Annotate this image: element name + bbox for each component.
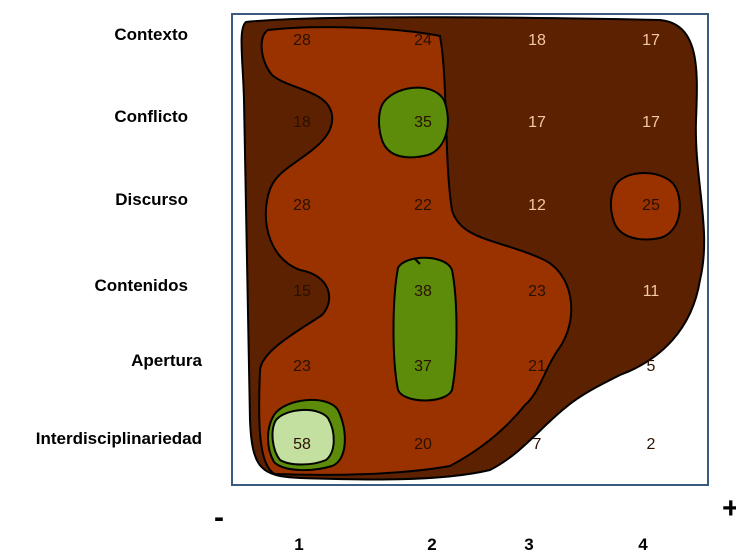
cell-value-r4-c0: 23 [293, 358, 311, 375]
region-orange-discurso [610, 172, 681, 241]
cell-value-r0-c2: 18 [528, 32, 546, 49]
region-light-green [271, 409, 335, 466]
cell-value-r3-c3: 11 [643, 283, 660, 300]
cell-value-r1-c1: 35 [414, 114, 432, 131]
column-labels: 1 2 3 4 [294, 535, 648, 554]
cell-value-r3-c0: 15 [293, 283, 311, 300]
region-green-conflicto [378, 86, 449, 159]
cell-value-r4-c3: 5 [647, 358, 656, 375]
cell-value-r4-c2: 21 [528, 358, 546, 375]
row-label-5: Interdisciplinariedad [36, 429, 202, 448]
cell-value-r3-c2: 23 [528, 283, 546, 300]
region-orange-brown [258, 26, 573, 476]
cell-value-r5-c2: 7 [533, 436, 542, 453]
cell-value-r2-c0: 28 [293, 197, 311, 214]
cell-value-r5-c3: 2 [647, 436, 656, 453]
cell-value-r5-c0: 58 [293, 436, 311, 453]
axis-plus-sign: + [722, 492, 736, 525]
row-label-4: Apertura [131, 351, 202, 370]
cell-value-r0-c1: 24 [414, 32, 432, 49]
axis-minus-sign: - [214, 501, 224, 534]
row-label-3: Contenidos [95, 276, 189, 295]
cell-value-r2-c1: 22 [414, 197, 432, 214]
column-label-1: 2 [427, 535, 436, 554]
cell-value-r1-c2: 17 [528, 114, 546, 131]
cell-value-r2-c3: 25 [642, 197, 660, 214]
cell-values: 28 24 18 17 18 35 17 17 28 22 12 25 15 38 23 11 23 37 21 5 5… [293, 32, 660, 453]
column-label-2: 3 [524, 535, 533, 554]
row-label-0: Contexto [114, 25, 188, 44]
column-label-3: 4 [638, 535, 648, 554]
cell-value-r2-c2: 12 [528, 197, 546, 214]
cell-value-r1-c3: 17 [642, 114, 660, 131]
region-green-contenidos [392, 256, 458, 402]
cell-value-r1-c0: 18 [293, 114, 311, 131]
plot-frame [231, 13, 709, 486]
notch-mark [413, 257, 421, 265]
cell-value-r5-c1: 20 [414, 436, 432, 453]
cell-value-r0-c3: 17 [642, 32, 660, 49]
row-label-2: Discurso [115, 190, 188, 209]
column-label-0: 1 [294, 535, 303, 554]
cell-value-r3-c1: 38 [414, 283, 432, 300]
row-labels: Contexto Conflicto Discurso Contenidos Apert… [36, 25, 203, 448]
row-label-1: Conflicto [114, 107, 188, 126]
cell-value-r0-c0: 28 [293, 32, 311, 49]
cell-value-r4-c1: 37 [414, 358, 432, 375]
